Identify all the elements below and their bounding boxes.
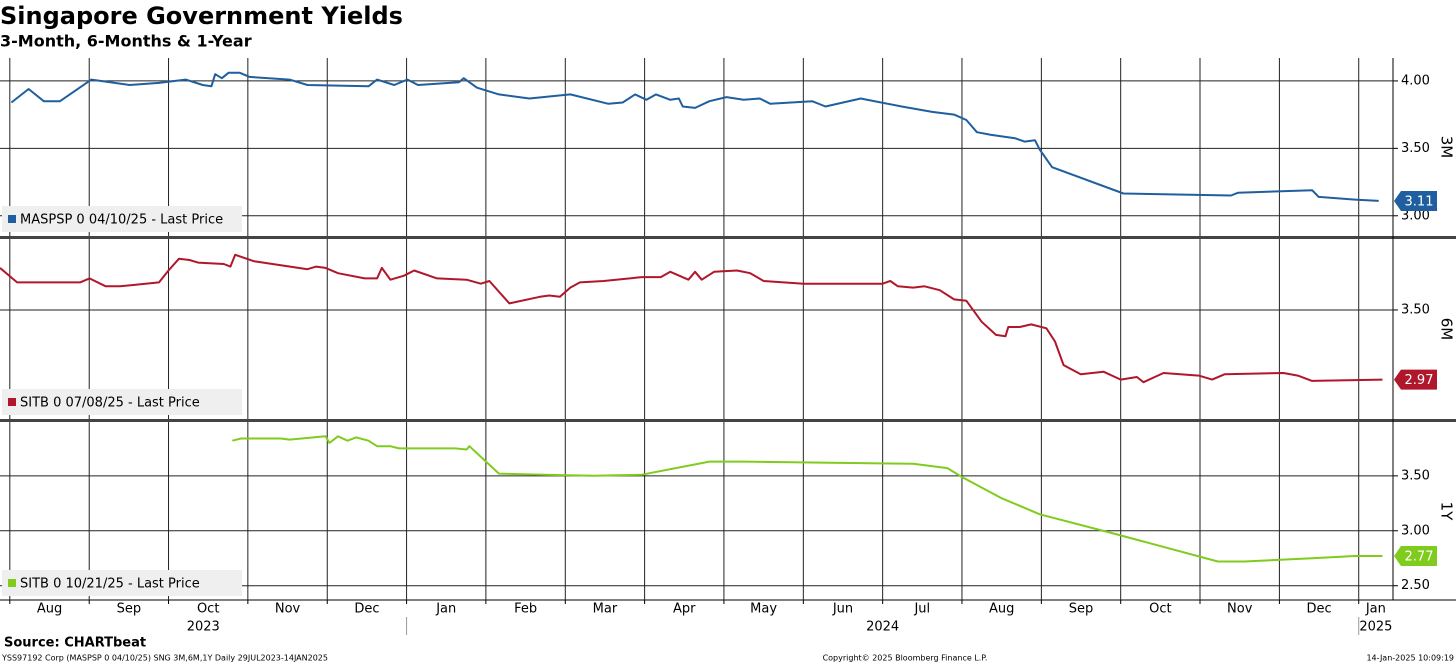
- x-tick-label: Jan: [1365, 602, 1386, 617]
- last-value-label: 3.11: [1405, 194, 1434, 209]
- x-tick-label: Oct: [197, 602, 219, 617]
- legend-box: [2, 206, 242, 232]
- y-tick-label: 3.50: [1401, 141, 1430, 156]
- footer-left: YSS97192 Corp (MASPSP 0 04/10/25) SNG 3M…: [1, 654, 328, 663]
- legend-box: [2, 389, 242, 415]
- x-tick-label: Dec: [354, 602, 379, 617]
- chart-subtitle: 3-Month, 6-Months & 1-Year: [0, 32, 252, 51]
- y-tick-label: 2.50: [1401, 578, 1430, 593]
- legend-box: [2, 570, 242, 596]
- x-tick-label: Nov: [275, 602, 301, 617]
- x-tick-label: Jul: [913, 602, 930, 617]
- last-value-tag: [1394, 546, 1437, 567]
- x-tick-label: Sep: [117, 602, 142, 617]
- last-value-tag: [1394, 369, 1437, 390]
- series-line: [0, 253, 1383, 384]
- x-tick-label: May: [750, 602, 777, 617]
- y-tick-label: 4.00: [1401, 73, 1430, 88]
- x-tick-label: Apr: [673, 602, 696, 617]
- y-tick-label: 3.50: [1401, 468, 1430, 483]
- legend-label: MASPSP 0 04/10/25 - Last Price: [20, 213, 223, 228]
- x-tick-label: Nov: [1227, 602, 1253, 617]
- legend-label: SITB 0 07/08/25 - Last Price: [20, 396, 200, 411]
- y-tick-label: 3.00: [1401, 523, 1430, 538]
- x-tick-label: Feb: [514, 602, 537, 617]
- panel-divider: [0, 236, 1456, 239]
- chart-title: Singapore Government Yields: [0, 2, 403, 30]
- year-label: 2025: [1359, 620, 1392, 635]
- panel-divider: [0, 419, 1456, 422]
- legend-swatch: [8, 215, 16, 223]
- y-axis-label: 6M: [1438, 318, 1456, 341]
- year-label: 2024: [866, 620, 899, 635]
- source: Source: CHARTbeat: [4, 636, 146, 651]
- last-value-tag: [1394, 190, 1437, 211]
- year-label: 2023: [187, 620, 220, 635]
- last-value-label: 2.97: [1405, 373, 1434, 388]
- x-tick-label: Aug: [37, 602, 62, 617]
- x-tick-label: Oct: [1149, 602, 1171, 617]
- legend-swatch: [8, 579, 16, 587]
- x-tick-label: Jun: [832, 602, 853, 617]
- x-tick-label: Dec: [1306, 602, 1331, 617]
- legend-swatch: [8, 398, 16, 406]
- x-tick-label: Jan: [435, 602, 456, 617]
- series-line: [232, 435, 1383, 563]
- x-tick-label: Aug: [989, 602, 1014, 617]
- x-tick-label: Mar: [593, 602, 618, 617]
- footer-right: 14-Jan-2025 10:09:19: [1366, 654, 1454, 663]
- x-tick-label: Sep: [1069, 602, 1094, 617]
- y-axis-label: 3M: [1438, 136, 1456, 159]
- footer-center: Copyright© 2025 Bloomberg Finance L.P.: [823, 654, 988, 663]
- y-tick-label: 3.50: [1401, 302, 1430, 317]
- y-axis-label: 1Y: [1438, 502, 1456, 522]
- last-value-label: 2.77: [1405, 550, 1434, 565]
- series-line: [10, 71, 1379, 202]
- y-tick-label: 3.00: [1401, 208, 1430, 223]
- legend-label: SITB 0 10/21/25 - Last Price: [20, 577, 200, 592]
